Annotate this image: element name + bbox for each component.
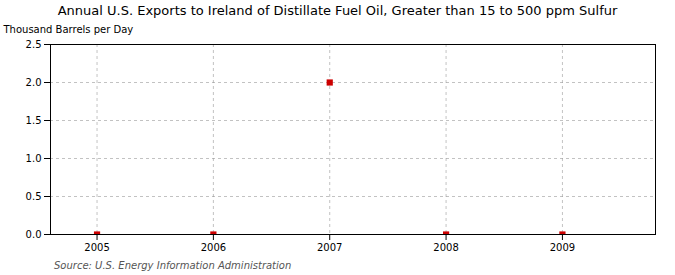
svg-text:1.5: 1.5 — [26, 115, 42, 126]
svg-text:1.0: 1.0 — [26, 153, 42, 164]
svg-text:2.5: 2.5 — [26, 39, 42, 50]
svg-text:0.5: 0.5 — [26, 191, 42, 202]
svg-text:2006: 2006 — [201, 242, 226, 253]
svg-text:2008: 2008 — [433, 242, 458, 253]
svg-text:2005: 2005 — [84, 242, 109, 253]
svg-text:2.0: 2.0 — [26, 77, 42, 88]
svg-text:2009: 2009 — [550, 242, 575, 253]
html-text:Source: U.S. Energy Informatio: Source: U.S. Energy Information Administ… — [54, 260, 292, 271]
svg-text:0.0: 0.0 — [26, 229, 42, 240]
svg-text:Thousand Barrels per Day: Thousand Barrels per Day — [3, 24, 134, 35]
svg-text:2007: 2007 — [317, 242, 342, 253]
html-text:Annual U.S. Exports to Ireland: Annual U.S. Exports to Ireland of Distil… — [57, 3, 618, 18]
